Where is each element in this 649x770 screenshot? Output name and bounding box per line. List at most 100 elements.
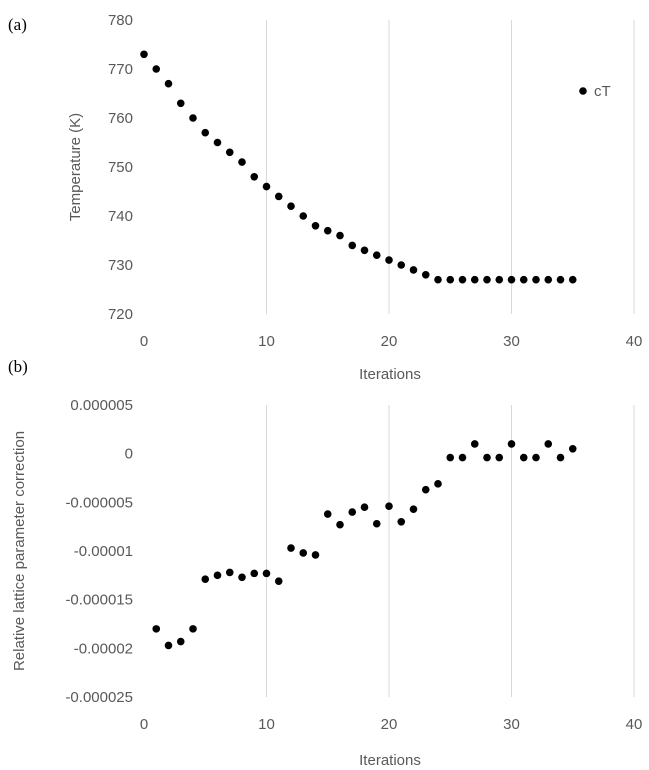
x-tick-label: 0 <box>140 333 148 350</box>
data-point <box>544 440 553 448</box>
data-point <box>299 212 308 220</box>
y-tick-label: 720 <box>108 306 133 323</box>
panel-a-y-axis-title: Temperature (K) <box>67 113 84 221</box>
panel-a-y-tick-labels: 720 730 740 750 760 770 780 <box>108 12 133 323</box>
data-point <box>336 231 344 240</box>
data-point <box>213 571 222 580</box>
legend-marker-ct <box>579 87 587 95</box>
y-tick-label: 770 <box>108 61 133 78</box>
panel-a-label: (a) <box>8 15 27 34</box>
x-tick-label: 30 <box>503 716 520 733</box>
x-tick-label: 20 <box>381 333 398 350</box>
data-point <box>495 275 504 284</box>
data-point <box>262 569 271 578</box>
data-point <box>434 275 442 284</box>
panel-a-gridlines <box>266 20 635 314</box>
data-point <box>532 453 540 462</box>
panel-a-chart: (a) 720 730 740 750 760 770 780 0 10 20 30 40 Iter… <box>8 12 642 383</box>
y-tick-label: 780 <box>108 12 133 29</box>
y-tick-label: -0.00001 <box>74 543 133 560</box>
data-point <box>360 503 369 512</box>
y-tick-label: -0.000025 <box>65 689 133 706</box>
panel-b-points <box>152 440 577 650</box>
data-point <box>348 241 357 250</box>
y-tick-label: 0 <box>125 446 133 463</box>
data-point <box>519 275 528 284</box>
data-point <box>470 275 479 284</box>
data-point <box>409 266 418 274</box>
panel-b-y-axis-title: Relative lattice parameter correction <box>11 431 28 671</box>
data-point <box>176 637 185 646</box>
data-point <box>397 518 406 526</box>
y-tick-label: 760 <box>108 110 133 127</box>
data-point <box>250 173 259 181</box>
data-point <box>458 453 467 462</box>
data-point <box>458 275 467 284</box>
data-point <box>421 271 430 279</box>
data-point <box>152 65 161 73</box>
data-point <box>213 138 222 147</box>
panel-a-x-axis-title: Iterations <box>359 366 421 383</box>
x-tick-label: 40 <box>626 716 643 733</box>
data-point <box>287 544 295 552</box>
data-point <box>336 520 344 529</box>
data-point <box>397 261 406 269</box>
data-point <box>201 128 210 137</box>
data-point <box>372 519 381 528</box>
data-point <box>274 192 283 201</box>
y-tick-label: 730 <box>108 257 133 274</box>
data-point <box>225 568 234 577</box>
data-point <box>189 625 197 633</box>
data-point <box>519 453 528 462</box>
data-point <box>385 502 393 511</box>
data-point <box>446 275 455 284</box>
data-point <box>507 275 516 284</box>
data-point <box>483 275 491 284</box>
y-tick-label: 750 <box>108 159 133 176</box>
panel-b-x-tick-labels: 0 10 20 30 40 <box>140 716 643 733</box>
data-point <box>483 453 491 462</box>
data-point <box>446 453 455 462</box>
data-point <box>360 246 369 255</box>
panel-a-x-tick-labels: 0 10 20 30 40 <box>140 333 643 350</box>
data-point <box>164 641 173 650</box>
data-point <box>262 182 271 191</box>
data-point <box>556 275 565 284</box>
data-point <box>348 508 357 516</box>
panel-b-x-axis-title: Iterations <box>359 752 421 769</box>
data-point <box>507 440 516 448</box>
data-point <box>421 485 430 494</box>
panel-a-legend: cT <box>579 83 611 100</box>
data-point <box>470 440 479 448</box>
data-point <box>544 275 553 284</box>
data-point <box>434 480 442 488</box>
x-tick-label: 10 <box>258 716 275 733</box>
y-tick-label: 0.000005 <box>70 397 133 414</box>
data-point <box>238 158 246 166</box>
x-tick-label: 0 <box>140 716 148 733</box>
data-point <box>274 577 283 585</box>
panel-b-y-tick-labels: -0.000025 -0.00002 -0.000015 -0.00001 -0.000… <box>65 397 133 706</box>
data-point <box>495 453 504 462</box>
data-point <box>311 551 320 559</box>
panel-b-chart: (b) -0.000025-0.00002-0.000015-0.00001-0… <box>8 357 642 769</box>
x-tick-label: 40 <box>626 333 643 350</box>
x-tick-label: 20 <box>381 716 398 733</box>
data-point <box>238 573 246 582</box>
data-point <box>532 275 540 284</box>
panel-a-points <box>140 50 577 284</box>
y-tick-label: 740 <box>108 208 133 225</box>
legend-label-ct: cT <box>594 83 611 100</box>
data-point <box>201 575 210 584</box>
data-point <box>409 505 418 513</box>
x-tick-label: 10 <box>258 333 275 350</box>
data-point <box>250 569 259 578</box>
y-tick-label: -0.00002 <box>74 640 133 657</box>
panel-b-label: (b) <box>8 357 28 376</box>
data-point <box>225 148 234 157</box>
data-point <box>299 549 308 557</box>
x-tick-label: 30 <box>503 333 520 350</box>
data-point <box>140 50 148 59</box>
y-tick-label: -0.000015 <box>65 592 133 609</box>
